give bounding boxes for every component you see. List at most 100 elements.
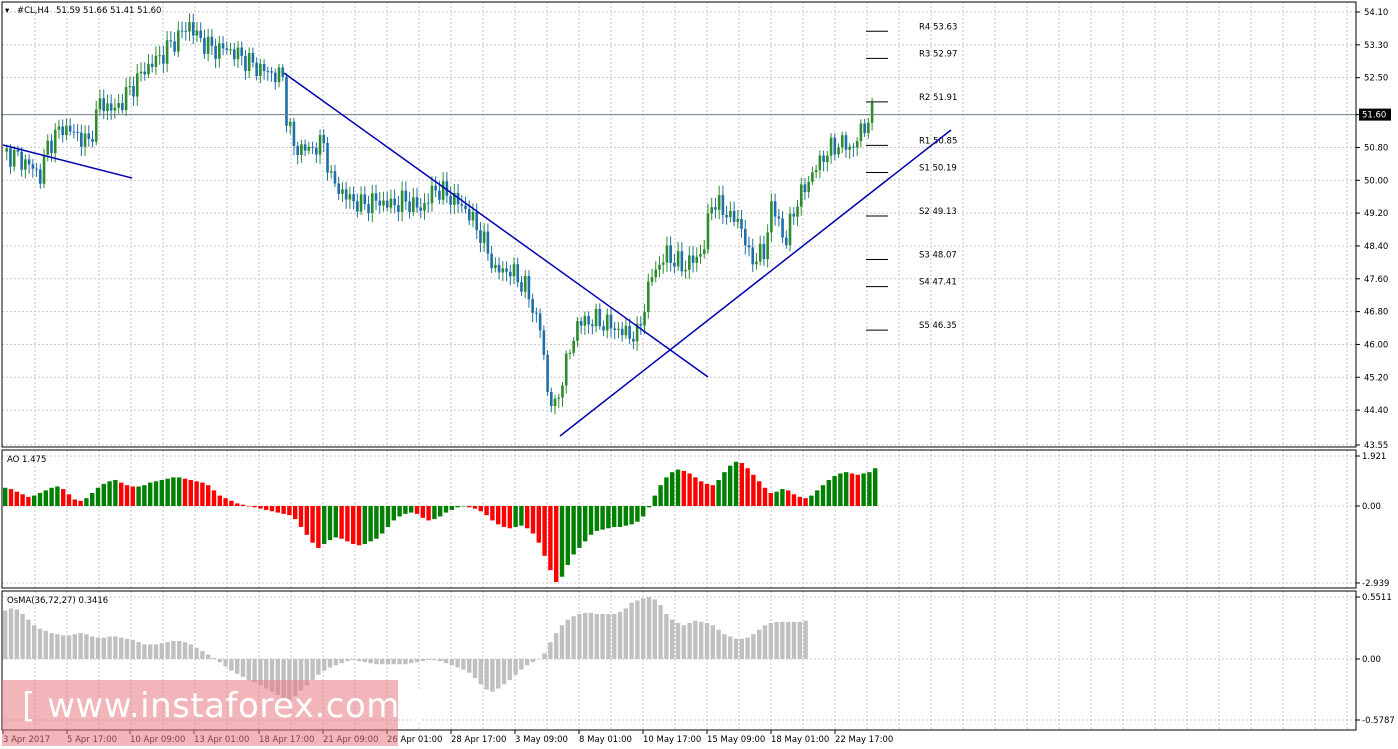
candle-body	[273, 72, 277, 83]
osma-bar	[646, 597, 652, 659]
candle-body	[12, 150, 16, 167]
ao-bar	[269, 506, 275, 512]
ao-bar	[774, 491, 779, 506]
osma-bar	[449, 659, 454, 666]
trendline-downtrend[interactable]	[283, 72, 709, 378]
candle-body	[191, 22, 195, 36]
osma-bar	[32, 625, 37, 659]
osma-bar	[124, 638, 130, 659]
candle-body	[415, 197, 419, 208]
osma-bar	[565, 619, 570, 659]
candle-body	[83, 133, 87, 147]
osma-bar	[409, 659, 414, 664]
osma-bar	[751, 634, 756, 659]
osma-bar	[246, 659, 251, 681]
ao-bar	[478, 506, 483, 512]
candle-body	[852, 146, 855, 148]
candle-body	[288, 121, 292, 126]
ao-bar	[380, 506, 385, 534]
ao-bar	[780, 489, 785, 506]
ao-bar	[449, 506, 454, 510]
candle-body	[232, 49, 236, 60]
candle-body	[714, 207, 717, 210]
osma-bar	[113, 636, 118, 659]
osma-bar	[675, 622, 681, 659]
osma-bar	[641, 598, 646, 659]
candle-body	[818, 155, 822, 171]
candle-body	[329, 171, 333, 173]
ao-bar	[368, 506, 373, 542]
candle-body	[747, 245, 751, 248]
osma-bar	[293, 659, 298, 696]
osma-bar	[49, 633, 54, 659]
ao-bar	[362, 506, 367, 544]
ao-bar	[838, 473, 843, 506]
symbol-dropdown-icon[interactable]: ▾	[5, 6, 10, 16]
ao-bar	[3, 487, 8, 506]
osma-pane	[3, 597, 808, 700]
osma-bar	[119, 637, 124, 659]
ao-label: AO 1.475	[7, 455, 46, 465]
symbol-label: #CL,H4	[17, 6, 49, 16]
osma-bar	[258, 659, 263, 686]
ao-bar	[119, 482, 124, 506]
ao-bar	[455, 506, 460, 508]
candle-body	[184, 30, 188, 32]
osma-bar	[351, 659, 356, 661]
osma-bar	[722, 634, 727, 659]
candle-body	[594, 308, 598, 327]
candle-body	[777, 216, 781, 219]
ao-bar	[623, 506, 628, 526]
candle-body	[564, 353, 568, 386]
osma-bar	[478, 659, 483, 685]
candle-body	[113, 107, 117, 111]
ao-pane-frame	[1, 449, 1357, 589]
osma-bar	[583, 612, 588, 659]
candle-body	[859, 123, 863, 142]
ao-bar	[90, 492, 95, 506]
osma-bar	[298, 659, 304, 691]
ao-bar	[577, 506, 582, 548]
candle-body	[650, 277, 654, 282]
ao-bar	[768, 492, 773, 506]
candle-body	[430, 185, 434, 204]
ao-bar	[438, 506, 443, 517]
ao-bar	[124, 485, 130, 506]
osma-bar	[693, 620, 698, 659]
candle-body	[423, 202, 426, 211]
osma-bar	[716, 629, 721, 659]
trendline-uptrend[interactable]	[559, 129, 952, 437]
osma-bar	[264, 659, 269, 689]
price-pane	[2, 13, 1356, 415]
y-tick-label: 47.60	[1364, 275, 1388, 285]
osma-bar	[269, 659, 275, 692]
ao-bar	[716, 479, 721, 506]
candle-body	[412, 197, 415, 213]
osma-bar	[414, 659, 420, 663]
candle-body	[382, 200, 385, 206]
y-tick-label: 0.00	[1362, 502, 1381, 512]
ao-bar	[484, 506, 489, 516]
ao-bar	[670, 472, 675, 506]
osma-bar	[66, 635, 72, 659]
candle-body	[546, 354, 549, 392]
candle-body	[39, 169, 42, 184]
candle-body	[863, 123, 866, 134]
osma-label: OsMA(36,72,27) 0.3416	[7, 596, 108, 606]
ao-bar	[275, 506, 280, 513]
trendline-left[interactable]	[2, 144, 133, 179]
osma-bar	[664, 613, 669, 659]
candle-body	[870, 102, 874, 123]
pivot-label-r3: R3 52.97	[919, 49, 957, 59]
ao-bar	[675, 469, 681, 506]
osma-bar	[548, 642, 553, 659]
osma-bar	[130, 639, 135, 659]
candle-body	[109, 103, 113, 111]
candle-body	[341, 189, 344, 194]
ao-bar	[258, 506, 263, 509]
x-tick-label: 10 May 17:00	[643, 735, 701, 745]
y-tick-label: 54.10	[1364, 8, 1388, 18]
candle-body	[128, 85, 132, 88]
candle-body	[840, 135, 844, 148]
osma-bar	[757, 629, 762, 659]
